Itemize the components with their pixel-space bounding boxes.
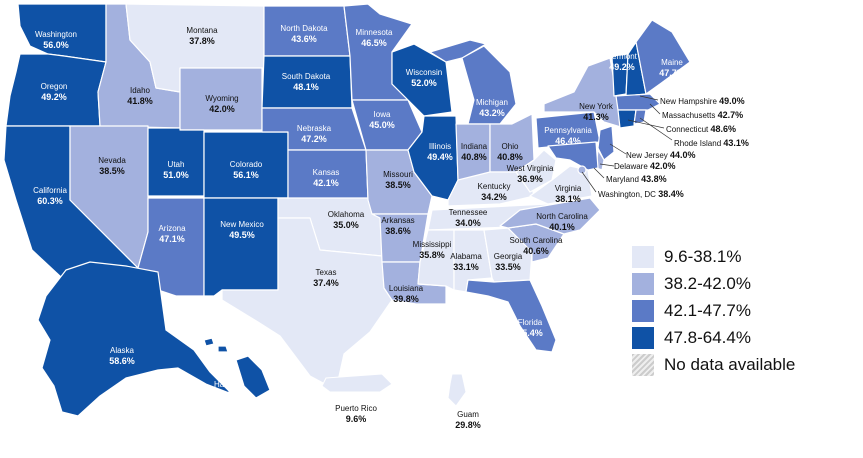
label-washington-dc: Washington, DC 38.4% [598, 189, 684, 199]
region-puerto-rico [321, 373, 393, 393]
label-texas: Texas 37.4% [313, 268, 339, 288]
region-utah [147, 127, 205, 197]
label-kansas: Kansas 42.1% [312, 168, 340, 188]
label-new-mexico: New Mexico 49.5% [220, 220, 264, 240]
region-washington-dc [577, 165, 587, 175]
label-virginia: Virginia 38.1% [554, 184, 582, 204]
label-north-carolina: North Carolina 40.1% [536, 212, 588, 232]
region-hawaii [203, 337, 271, 399]
label-massachusetts: Massachusetts 42.7% [662, 110, 744, 120]
label-iowa: Iowa 45.0% [369, 110, 395, 130]
region-new-mexico [203, 197, 279, 297]
label-indiana: Indiana 40.8% [460, 142, 488, 162]
leader-line-delaware [599, 163, 615, 167]
region-rhode-island [633, 109, 647, 125]
region-maryland [547, 141, 599, 171]
label-illinois: Illinois 49.4% [427, 142, 453, 162]
legend-row-bin3: 42.1-47.7% [632, 299, 857, 322]
label-south-carolina: South Carolina 40.6% [509, 236, 563, 256]
label-delaware: Delaware 42.0% [614, 161, 676, 171]
label-alabama: Alabama 33.1% [450, 252, 482, 272]
leader-line-connecticut [627, 119, 665, 129]
label-washington: Washington 56.0% [35, 30, 77, 50]
label-puerto-rico: Puerto Rico 9.6% [335, 404, 377, 424]
legend-label: 9.6-38.1% [664, 246, 742, 266]
legend-swatch [632, 326, 654, 349]
label-idaho: Idaho 41.8% [127, 86, 153, 106]
leader-line-maryland [593, 167, 605, 179]
label-vermont: Vermont 49.2% [607, 52, 637, 72]
label-rhode-island: Rhode Island 43.1% [674, 138, 749, 148]
label-pennsylvania: Pennsylvania 46.4% [544, 126, 592, 146]
legend-swatch [632, 272, 654, 295]
region-florida [465, 279, 557, 353]
region-wisconsin [391, 43, 453, 117]
label-arizona: Arizona 47.1% [158, 224, 186, 244]
label-colorado: Colorado 56.1% [229, 160, 263, 180]
label-connecticut: Connecticut 48.6% [666, 124, 737, 134]
label-florida: Florida 45.4% [517, 318, 543, 338]
label-missouri: Missouri 38.5% [383, 170, 413, 190]
label-new-york: New York 41.3% [579, 102, 613, 122]
label-wyoming: Wyoming 42.0% [205, 94, 239, 114]
legend-swatch [632, 245, 654, 268]
region-west-virginia [515, 149, 557, 193]
label-louisiana: Louisiana 39.8% [388, 284, 424, 304]
label-georgia: Georgia 33.5% [493, 252, 523, 272]
label-alaska: Alaska 58.6% [109, 346, 135, 366]
map-legend: 9.6-38.1% 38.2-42.0% 42.1-47.7% 47.8-64.… [632, 245, 857, 380]
label-oregon: Oregon 49.2% [40, 82, 68, 102]
label-michigan: Michigan 43.2% [475, 98, 509, 118]
legend-swatch-hatched [632, 353, 654, 376]
label-maine: Maine 47.7% [659, 58, 685, 78]
label-nevada: Nevada 38.5% [98, 156, 126, 176]
label-kentucky: Kentucky 34.2% [477, 182, 511, 202]
label-west-virginia: West Virginia 36.9% [506, 164, 554, 184]
label-mississippi: Mississippi 35.8% [412, 240, 452, 260]
label-north-dakota: North Dakota 43.6% [280, 24, 328, 44]
region-new-jersey [597, 125, 615, 161]
legend-label: 47.8-64.4% [664, 327, 751, 347]
region-maine [635, 19, 691, 95]
label-new-jersey: New Jersey 44.0% [626, 150, 696, 160]
label-utah: Utah 51.0% [163, 160, 189, 180]
region-guam [447, 373, 467, 407]
label-guam: Guam 29.8% [455, 410, 481, 430]
label-south-dakota: South Dakota 48.1% [281, 72, 331, 92]
legend-row-bin4: 47.8-64.4% [632, 326, 857, 349]
legend-label: 42.1-47.7% [664, 300, 751, 320]
label-hawaii: Hawaii 64.4% [213, 380, 239, 400]
legend-row-nodata: No data available [632, 353, 857, 376]
label-wisconsin: Wisconsin 52.0% [405, 68, 443, 88]
region-michigan [429, 39, 517, 125]
region-texas [221, 217, 393, 391]
label-arkansas: Arkansas 38.6% [381, 216, 415, 236]
label-nebraska: Nebraska 47.2% [296, 124, 332, 144]
leader-line-new-hampshire [639, 95, 659, 101]
label-oklahoma: Oklahoma 35.0% [327, 210, 365, 230]
legend-label: No data available [664, 354, 796, 374]
legend-row-bin1: 9.6-38.1% [632, 245, 857, 268]
legend-row-bin2: 38.2-42.0% [632, 272, 857, 295]
label-minnesota: Minnesota 46.5% [355, 28, 393, 48]
leader-line-massachusetts [649, 103, 661, 115]
legend-label: 38.2-42.0% [664, 273, 751, 293]
label-california: California 60.3% [33, 186, 67, 206]
label-maryland: Maryland 43.8% [606, 174, 667, 184]
region-connecticut [617, 109, 637, 129]
legend-swatch [632, 299, 654, 322]
leader-line-rhode-island [639, 117, 673, 141]
region-alaska [37, 261, 233, 417]
leader-line-new-jersey [609, 143, 627, 155]
label-ohio: Ohio 40.8% [497, 142, 523, 162]
region-north-carolina [499, 197, 601, 235]
label-tennessee: Tennessee 34.0% [448, 208, 488, 228]
leader-line-washington-dc [581, 171, 597, 193]
label-new-hampshire: New Hampshire 49.0% [660, 96, 745, 106]
label-montana: Montana 37.8% [186, 26, 218, 46]
